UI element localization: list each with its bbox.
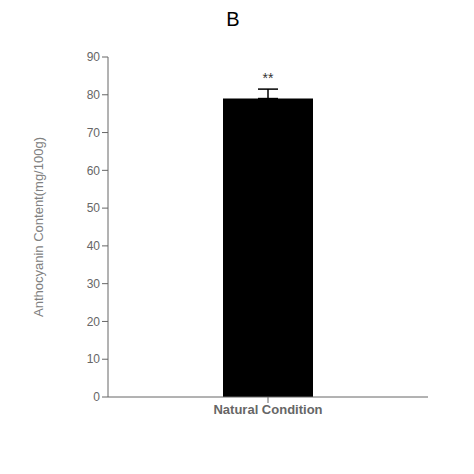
svg-text:40: 40	[87, 239, 101, 253]
svg-text:Natural Condition: Natural Condition	[213, 402, 322, 417]
svg-text:90: 90	[87, 50, 101, 64]
svg-text:10: 10	[87, 352, 101, 366]
svg-text:80: 80	[87, 88, 101, 102]
svg-text:60: 60	[87, 164, 101, 178]
svg-text:70: 70	[87, 126, 101, 140]
svg-text:**: **	[263, 70, 274, 86]
svg-text:Anthocyanin Content(mg/100g): Anthocyanin Content(mg/100g)	[31, 137, 46, 317]
svg-text:20: 20	[87, 315, 101, 329]
svg-text:50: 50	[87, 201, 101, 215]
html-text:B: B	[226, 8, 240, 30]
svg-text:0: 0	[93, 390, 100, 404]
svg-text:30: 30	[87, 277, 101, 291]
